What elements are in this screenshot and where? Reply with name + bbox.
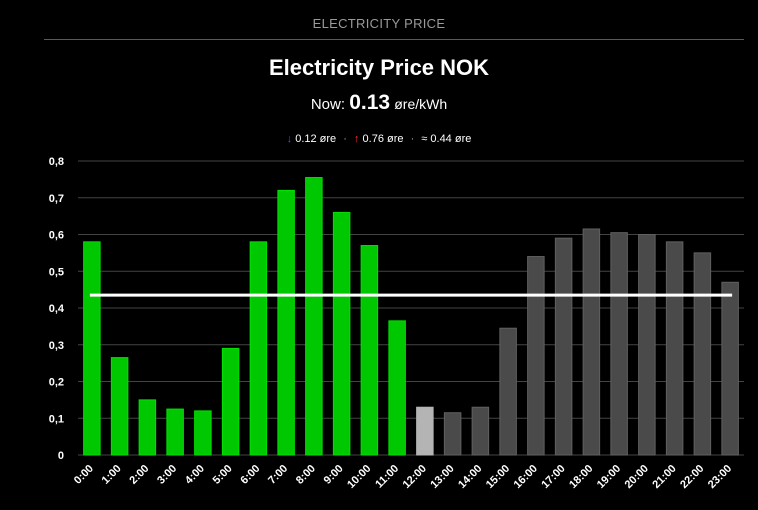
x-tick-label: 8:00 (294, 463, 318, 487)
bar-15-00 (499, 327, 517, 456)
now-unit: øre/kWh (394, 96, 448, 112)
y-tick-label: 0,5 (49, 266, 64, 278)
x-tick-label: 2:00 (127, 463, 151, 487)
x-tick-label: 16:00 (512, 463, 540, 491)
x-tick-label: 19:00 (595, 463, 623, 491)
bar-6-00 (249, 241, 268, 456)
y-tick-label: 0,2 (49, 377, 64, 389)
y-tick-label: 0,3 (49, 340, 64, 352)
x-tick-label: 22:00 (678, 463, 706, 491)
now-label: Now: (310, 96, 346, 113)
bar-11-00 (388, 320, 406, 456)
card-header: ELECTRICITY PRICE (312, 16, 446, 31)
x-tick-label: 10:00 (345, 463, 373, 491)
bar-3-00 (166, 408, 184, 456)
x-tick-label: 23:00 (706, 463, 734, 491)
bar-21-00 (665, 241, 684, 456)
bar-4-00 (194, 410, 212, 456)
y-tick-label: 0,8 (49, 156, 64, 168)
stats-separator: · (343, 133, 347, 145)
x-tick-label: 21:00 (650, 463, 678, 491)
current-price: Now: 0.13 øre/kWh (0, 91, 758, 115)
arrow-up-icon: ↑ (353, 133, 360, 145)
x-tick-label: 4:00 (183, 463, 207, 487)
bar-18-00 (582, 228, 601, 456)
x-tick-label: 9:00 (322, 463, 346, 487)
avg-price: ≈ 0.44 øre (421, 133, 472, 145)
min-price: 0.12 øre (295, 133, 337, 145)
y-tick-label: 0,7 (49, 193, 64, 205)
bar-20-00 (638, 234, 656, 456)
stats-separator: · (410, 133, 415, 145)
x-tick-label: 20:00 (623, 463, 651, 491)
x-tick-label: 5:00 (211, 463, 235, 487)
x-tick-label: 1:00 (100, 463, 124, 487)
header-divider (44, 39, 744, 40)
bar-8-00 (305, 177, 323, 456)
y-tick-label: 0,1 (49, 413, 64, 425)
y-axis: 0 0,1 0,2 0,3 0,4 0,5 0,6 0,7 0,8 (49, 156, 65, 462)
bar-1-00 (110, 357, 129, 456)
bar-19-00 (610, 232, 628, 456)
bar-0-00 (83, 241, 101, 456)
x-axis: 0:00 1:00 2:00 3:00 4:00 5:00 6:00 7:00 8:00 9:00… (72, 463, 734, 491)
chart-bars (83, 177, 739, 456)
bar-10-00 (360, 245, 379, 456)
chart-title: Electricity Price NOK (268, 55, 490, 80)
bar-13-00 (443, 412, 462, 456)
bar-12-00 (416, 406, 434, 456)
price-chart: 0 0,1 0,2 0,3 0,4 0,5 0,6 0,7 0,8 0:00 1:00 2:00 3:… (49, 156, 744, 491)
bar-14-00 (471, 406, 490, 456)
arrow-down-icon: ↓ (286, 133, 293, 145)
bar-22-00 (693, 252, 712, 456)
x-tick-label: 15:00 (484, 463, 512, 491)
bar-17-00 (554, 237, 573, 456)
x-tick-label: 17:00 (539, 463, 567, 491)
x-tick-label: 3:00 (155, 463, 179, 487)
max-price: 0.76 øre (362, 133, 404, 145)
bar-16-00 (527, 256, 545, 456)
x-tick-label: 0:00 (72, 463, 96, 487)
chart-grid (78, 160, 744, 456)
x-tick-label: 18:00 (567, 463, 595, 491)
x-tick-label: 12:00 (401, 463, 429, 491)
price-stats: ↓ 0.12 øre · ↑ 0.76 øre · ≈ 0.44 øre (0, 133, 758, 145)
bar-9-00 (332, 211, 351, 456)
bar-5-00 (221, 347, 240, 456)
x-tick-label: 14:00 (456, 463, 484, 491)
bar-23-00 (721, 281, 739, 456)
x-tick-label: 7:00 (266, 463, 290, 487)
bar-2-00 (138, 399, 157, 456)
y-tick-label: 0,6 (49, 230, 64, 242)
x-tick-label: 6:00 (238, 463, 262, 487)
y-tick-label: 0,4 (49, 303, 65, 315)
x-tick-label: 11:00 (373, 463, 401, 491)
y-tick-label: 0 (58, 450, 64, 462)
bar-7-00 (277, 189, 295, 456)
now-value: 0.13 (349, 91, 391, 114)
x-tick-label: 13:00 (428, 463, 456, 491)
